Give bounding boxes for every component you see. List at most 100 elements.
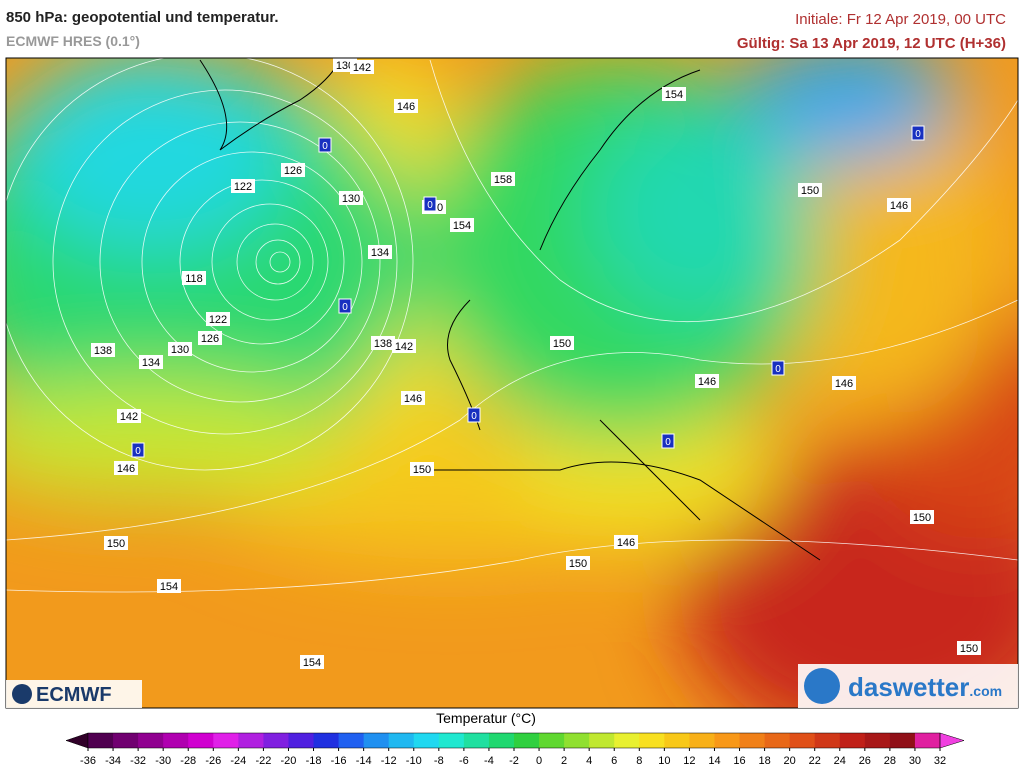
colorbar-swatch xyxy=(463,733,490,748)
colorbar-swatch xyxy=(564,733,590,748)
colorbar-tick-label: 10 xyxy=(658,755,670,767)
contour-label-box xyxy=(798,183,822,197)
colorbar-tick-label: -20 xyxy=(281,755,297,767)
colorbar-tick-label: 32 xyxy=(934,755,946,767)
contour-label-box xyxy=(450,218,474,232)
colorbar-tick-label: 24 xyxy=(834,755,846,767)
contour-label-box xyxy=(957,641,981,655)
isohypses xyxy=(6,58,1018,593)
valid-time: Gültig: Sa 13 Apr 2019, 12 UTC (H+36) xyxy=(737,35,1006,52)
colorbar-tick-label: -24 xyxy=(230,755,246,767)
colorbar-swatch xyxy=(263,733,289,748)
contour-label: 150 xyxy=(801,185,819,197)
colorbar-tick-label: -32 xyxy=(130,755,146,767)
colorbar: -36 -34 -32 -30 -28 -26 -24 -22 -20 -18 -16 -14 -12-… xyxy=(65,732,965,767)
contour-label-box xyxy=(368,245,392,259)
contour-label-box xyxy=(91,343,115,357)
pressure-marker: 0 xyxy=(342,302,348,313)
contour-label: 122 xyxy=(234,181,252,193)
colorbar-swatch xyxy=(288,733,315,748)
contour-label: 142 xyxy=(120,411,138,423)
colorbar-swatch xyxy=(539,733,565,748)
colorbar-tick-label: 26 xyxy=(859,755,871,767)
colorbar-tick-label: 4 xyxy=(586,755,592,767)
colorbar-swatch xyxy=(639,733,665,748)
contour-label-box xyxy=(281,163,305,177)
pressure-marker: 0 xyxy=(471,411,477,422)
map: 1301421461541261221301501541581501461341… xyxy=(6,58,1018,708)
colorbar-swatch xyxy=(664,733,690,748)
contour-label: 150 xyxy=(107,538,125,550)
contour-label-box xyxy=(339,191,363,205)
contour-label-box xyxy=(887,198,911,212)
colorbar-tick-label: 22 xyxy=(809,755,821,767)
logo-icon xyxy=(804,668,840,704)
contour-label-box xyxy=(114,461,138,475)
contour-label-box xyxy=(910,510,934,524)
contour-label: 138 xyxy=(374,338,392,350)
contour-label-box xyxy=(231,179,255,193)
colorbar-end-high xyxy=(939,732,965,749)
contour-label-box xyxy=(392,339,416,353)
colorbar-swatch xyxy=(488,733,515,748)
colorbar-tick-label: 8 xyxy=(636,755,642,767)
colorbar-tick-label: -36 xyxy=(80,755,96,767)
colorbar-swatch xyxy=(589,733,615,748)
contour-label-box xyxy=(198,331,222,345)
colorbar-tick-label: 20 xyxy=(784,755,796,767)
colorbar-swatch xyxy=(864,733,891,748)
colorbar-tick-label: -34 xyxy=(105,755,121,767)
contour-label: 142 xyxy=(395,341,413,353)
contour-label: 146 xyxy=(698,376,716,388)
colorbar-tick-label: 16 xyxy=(733,755,745,767)
logo-text: ECMWF xyxy=(36,684,112,706)
colorbar-swatch xyxy=(163,733,189,748)
contour-label: 126 xyxy=(284,165,302,177)
colorbar-tick-label: 0 xyxy=(536,755,542,767)
colorbar-tick-label: -10 xyxy=(406,755,422,767)
pressure-marker: 0 xyxy=(427,200,433,211)
temperature-field xyxy=(6,58,1018,708)
colorbar-swatch xyxy=(714,733,741,748)
colorbar-tick-label: -6 xyxy=(459,755,469,767)
contour-label: 150 xyxy=(960,643,978,655)
colorbar-tick-label: -4 xyxy=(484,755,494,767)
pressure-marker-box xyxy=(771,360,785,376)
colorbar-tick-label: -8 xyxy=(434,755,444,767)
pressure-marker-box xyxy=(467,407,481,423)
map-frame xyxy=(5,57,1019,709)
colorbar-tick-label: -14 xyxy=(356,755,372,767)
colorbar-end-low xyxy=(65,732,89,749)
contour-label-box xyxy=(168,342,192,356)
colorbar-swatch xyxy=(363,733,390,748)
pressure-marker: 0 xyxy=(915,129,921,140)
pressure-marker-box xyxy=(423,196,437,212)
contour-label-box xyxy=(104,536,128,550)
contour-label: 130 xyxy=(171,344,189,356)
colorbar-title: Temperatur (°C) xyxy=(436,710,536,726)
contour-label: 142 xyxy=(353,62,371,74)
colorbar-swatch xyxy=(514,733,540,748)
pressure-marker-box xyxy=(318,137,332,153)
contour-label: 146 xyxy=(117,463,135,475)
contour-label-box xyxy=(350,60,374,74)
pressure-marker-box xyxy=(661,433,675,449)
logo-icon xyxy=(12,684,32,704)
colorbar-swatch xyxy=(113,733,139,748)
pressure-marker: 0 xyxy=(135,446,141,457)
contour-label-box xyxy=(371,336,395,350)
colorbar-tick-label: 6 xyxy=(611,755,617,767)
colorbar-tick-label: 12 xyxy=(683,755,695,767)
colorbar-tick-label: 14 xyxy=(708,755,720,767)
colorbar-swatch xyxy=(614,733,640,748)
colorbar-swatch xyxy=(914,733,941,748)
contour-label: 118 xyxy=(185,273,203,285)
contour-label: 154 xyxy=(453,220,471,232)
logo-suffix: .com xyxy=(969,683,1002,699)
colorbar-swatch xyxy=(313,733,340,748)
pressure-marker: 0 xyxy=(665,437,671,448)
colorbar-swatch xyxy=(789,733,816,748)
contour-label-box xyxy=(614,535,638,549)
colorbar-tick-label: -18 xyxy=(306,755,322,767)
